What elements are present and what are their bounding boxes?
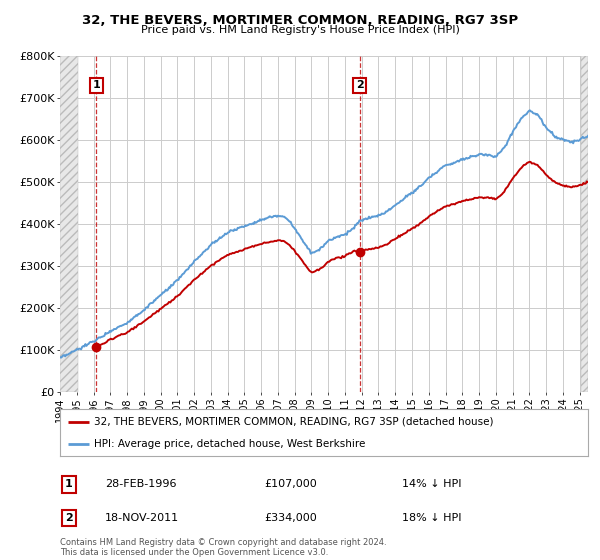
Text: 1: 1 (65, 479, 73, 489)
Text: 32, THE BEVERS, MORTIMER COMMON, READING, RG7 3SP (detached house): 32, THE BEVERS, MORTIMER COMMON, READING… (94, 417, 494, 427)
Text: 32, THE BEVERS, MORTIMER COMMON, READING, RG7 3SP: 32, THE BEVERS, MORTIMER COMMON, READING… (82, 14, 518, 27)
Text: Contains HM Land Registry data © Crown copyright and database right 2024.
This d: Contains HM Land Registry data © Crown c… (60, 538, 386, 557)
Text: 18-NOV-2011: 18-NOV-2011 (105, 513, 179, 523)
Text: 1: 1 (92, 81, 100, 90)
Text: 2: 2 (65, 513, 73, 523)
Text: 2: 2 (356, 81, 364, 90)
Text: 14% ↓ HPI: 14% ↓ HPI (402, 479, 461, 489)
Text: 18% ↓ HPI: 18% ↓ HPI (402, 513, 461, 523)
Bar (60, 56, 78, 392)
Text: HPI: Average price, detached house, West Berkshire: HPI: Average price, detached house, West… (94, 438, 365, 449)
Text: 28-FEB-1996: 28-FEB-1996 (105, 479, 176, 489)
Text: £334,000: £334,000 (264, 513, 317, 523)
Text: £107,000: £107,000 (264, 479, 317, 489)
Bar (581, 56, 588, 392)
Text: Price paid vs. HM Land Registry's House Price Index (HPI): Price paid vs. HM Land Registry's House … (140, 25, 460, 35)
